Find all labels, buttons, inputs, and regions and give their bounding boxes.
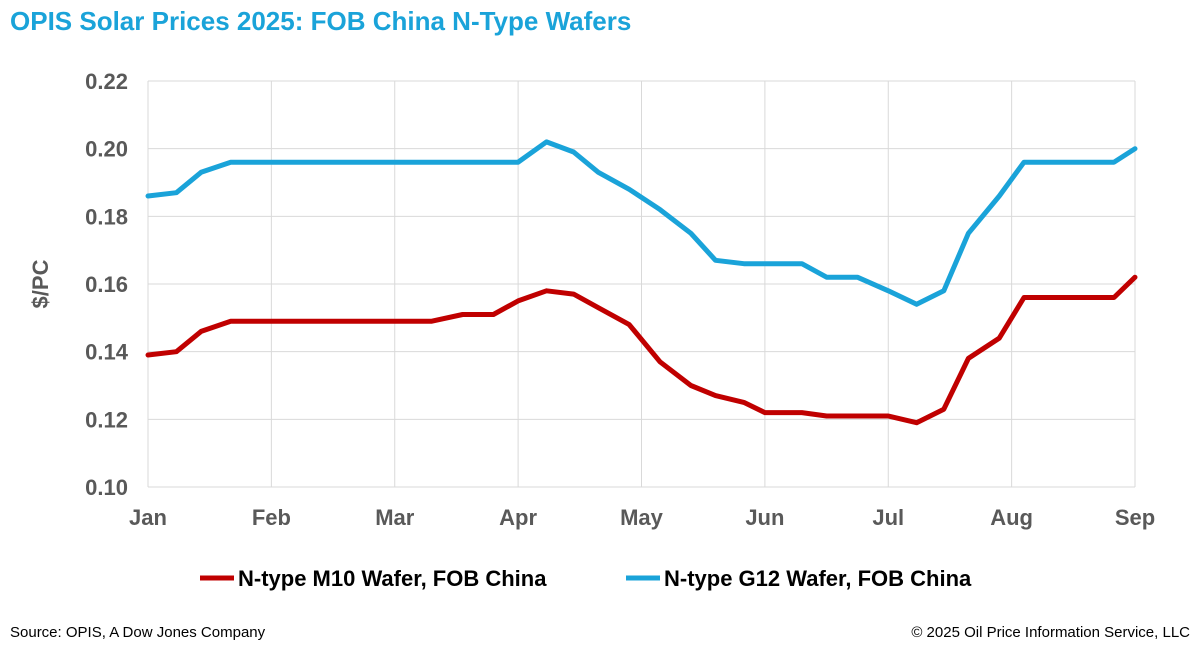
y-tick-label: 0.18 — [85, 204, 128, 229]
series-line-g12 — [145, 139, 1138, 307]
x-tick-label: Mar — [375, 505, 415, 530]
y-tick-label: 0.14 — [85, 340, 129, 365]
legend-label-m10: N-type M10 Wafer, FOB China — [238, 566, 547, 591]
y-tick-label: 0.20 — [85, 137, 128, 162]
y-tick-label: 0.22 — [85, 69, 128, 94]
source-note: Source: OPIS, A Dow Jones Company — [10, 624, 266, 641]
x-tick-label: May — [620, 505, 664, 530]
x-tick-label: Apr — [499, 505, 537, 530]
x-tick-label: Jun — [745, 505, 784, 530]
chart-title: OPIS Solar Prices 2025: FOB China N-Type… — [10, 6, 632, 36]
y-tick-label: 0.10 — [85, 475, 128, 500]
copyright-note: © 2025 Oil Price Information Service, LL… — [911, 624, 1190, 641]
x-tick-label: Feb — [252, 505, 291, 530]
series-line-m10 — [145, 274, 1138, 426]
x-tick-label: Jan — [129, 505, 167, 530]
x-tick-label: Aug — [990, 505, 1033, 530]
y-tick-label: 0.12 — [85, 407, 128, 432]
y-axis-title: $/PC — [28, 259, 53, 308]
x-tick-label: Sep — [1115, 505, 1155, 530]
x-tick-label: Jul — [872, 505, 904, 530]
y-tick-label: 0.16 — [85, 272, 128, 297]
legend-label-g12: N-type G12 Wafer, FOB China — [664, 566, 972, 591]
